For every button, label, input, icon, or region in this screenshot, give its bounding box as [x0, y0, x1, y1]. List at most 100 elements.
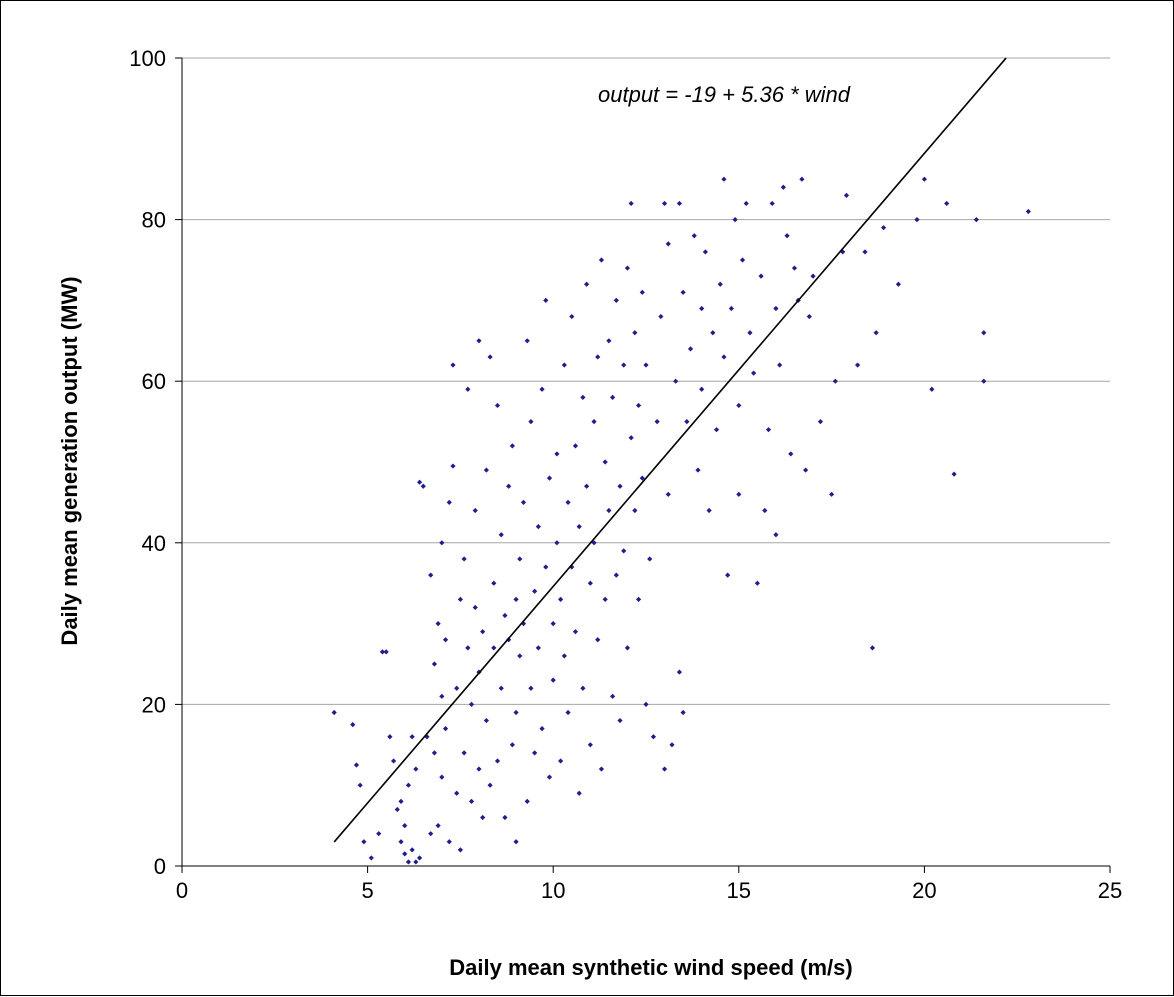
data-point [539, 386, 545, 392]
y-axis-title: Daily mean generation output (MW) [57, 276, 82, 645]
data-point [624, 645, 631, 651]
data-point [595, 637, 601, 643]
data-points [331, 176, 1031, 865]
data-point [509, 742, 515, 748]
data-point [502, 612, 508, 619]
x-axis-title: Daily mean synthetic wind speed (m/s) [449, 955, 852, 980]
data-point [817, 419, 824, 425]
y-tick-label: 100 [129, 46, 166, 71]
data-point [699, 386, 705, 392]
data-point [639, 475, 645, 481]
data-point [476, 338, 482, 344]
data-point [676, 200, 683, 207]
data-point [494, 402, 501, 409]
data-point [587, 742, 593, 748]
data-point [791, 265, 798, 271]
data-point [368, 855, 374, 861]
data-point [702, 249, 708, 255]
data-point [751, 370, 757, 376]
data-point [780, 184, 786, 190]
data-point [528, 685, 534, 691]
data-point [621, 362, 627, 368]
data-point [613, 572, 619, 578]
data-point [524, 338, 530, 344]
fit-line-group [333, 57, 1007, 843]
data-point [784, 233, 790, 239]
data-point [413, 766, 419, 772]
data-point [695, 467, 701, 473]
data-point [535, 645, 541, 651]
data-point [472, 507, 478, 514]
data-point [803, 467, 809, 473]
data-point [647, 556, 653, 562]
data-point [580, 394, 586, 400]
axes [175, 57, 1111, 873]
data-point [565, 499, 571, 505]
data-point [446, 839, 452, 845]
y-tick-label: 80 [142, 208, 166, 233]
data-point [524, 798, 530, 804]
data-point [532, 750, 538, 756]
data-point [509, 443, 515, 449]
data-point [673, 378, 679, 384]
data-point [617, 483, 623, 489]
data-point [468, 701, 475, 707]
fit-line [333, 57, 1007, 843]
tick-labels: 0 20 40 60 80 100 0 5 10 15 20 25 [129, 46, 1122, 903]
data-point [398, 798, 404, 804]
data-point [376, 831, 382, 837]
data-point [543, 564, 549, 570]
data-point [661, 200, 668, 207]
data-point [554, 540, 560, 546]
x-tick-label: 0 [176, 878, 188, 903]
data-point [435, 823, 441, 829]
data-point [361, 839, 367, 845]
data-point [580, 685, 586, 691]
data-point [517, 653, 523, 659]
data-point [468, 798, 475, 804]
data-point [832, 378, 838, 384]
data-point [398, 839, 404, 845]
data-point [558, 596, 564, 602]
data-point [650, 734, 657, 740]
data-point [413, 859, 419, 865]
data-point [416, 855, 423, 861]
data-point [914, 217, 920, 223]
data-point [520, 621, 527, 627]
y-tick-label: 20 [142, 692, 166, 717]
data-point [829, 491, 835, 497]
data-point [617, 717, 623, 724]
data-point [895, 281, 902, 287]
data-point [572, 629, 579, 635]
data-point [665, 491, 671, 497]
data-point [569, 564, 575, 570]
data-point [454, 790, 460, 796]
data-point [550, 621, 556, 627]
data-point [773, 532, 779, 538]
data-point [765, 427, 772, 433]
data-point [799, 176, 805, 182]
x-tick-label: 15 [727, 878, 751, 903]
data-point [461, 750, 467, 756]
data-point [661, 766, 668, 772]
data-point [743, 200, 749, 207]
x-tick-label: 5 [361, 878, 373, 903]
data-point [951, 471, 957, 477]
data-point [405, 859, 412, 865]
data-point [543, 297, 549, 303]
data-point [862, 249, 868, 255]
data-point [561, 653, 567, 659]
data-point [483, 717, 489, 724]
data-point [491, 580, 497, 586]
data-point [513, 839, 519, 845]
data-point [402, 851, 408, 857]
data-point [480, 814, 486, 821]
data-point [409, 734, 415, 740]
data-point [643, 362, 649, 368]
data-point [520, 499, 527, 505]
data-point [606, 507, 612, 514]
data-point [654, 419, 660, 425]
data-point [506, 483, 512, 489]
data-point [457, 847, 463, 853]
data-point [706, 507, 712, 514]
